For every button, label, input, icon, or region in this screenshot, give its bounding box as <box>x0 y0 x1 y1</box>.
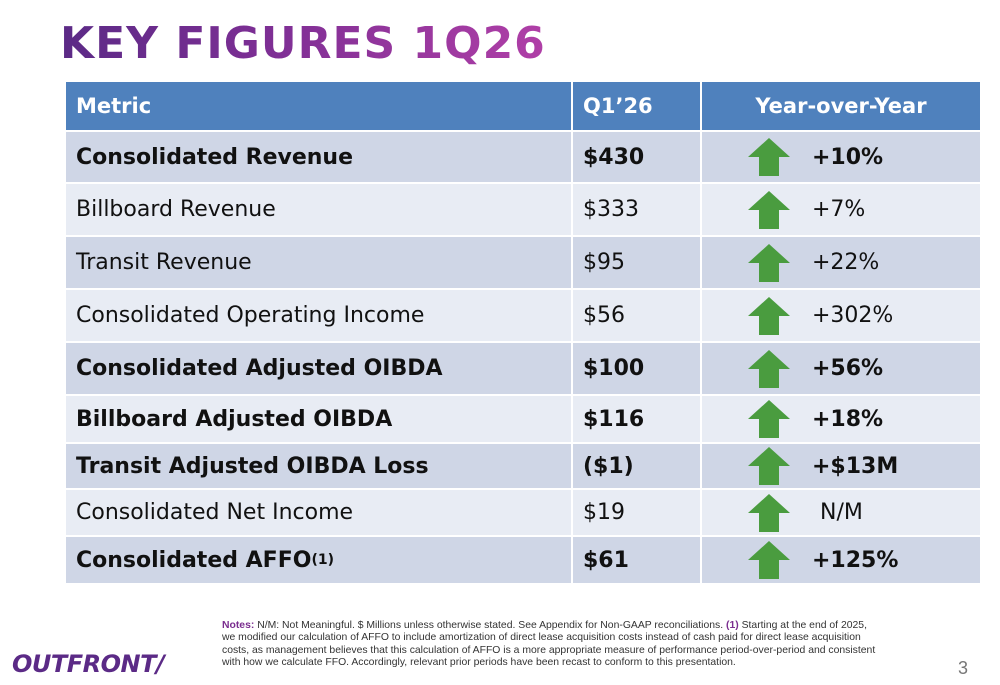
yoy-cell: +302% <box>700 290 980 341</box>
notes-text-after: Starting at the end of 2025, we modified… <box>222 620 876 669</box>
yoy-value: +22% <box>812 250 880 275</box>
notes-footnote-marker: (1) <box>726 620 739 631</box>
yoy-value: +302% <box>812 303 894 328</box>
header-quarter: Q1’26 <box>571 82 700 130</box>
page-number: 3 <box>958 658 969 678</box>
metric-cell: Consolidated Revenue <box>66 132 571 182</box>
yoy-value: +10% <box>812 144 884 170</box>
metric-label: Consolidated Operating Income <box>76 303 425 328</box>
metric-label: Consolidated Net Income <box>76 500 354 525</box>
green-up-arrow-icon <box>748 493 790 532</box>
yoy-value: +$13M <box>812 453 899 479</box>
value-cell: $430 <box>571 132 700 182</box>
value-cell: $95 <box>571 237 700 288</box>
table-row: Billboard Adjusted OIBDA $116 +18% <box>66 394 980 442</box>
metric-superscript: (1) <box>311 552 334 568</box>
table-row: Consolidated AFFO (1) $61 +125% <box>66 535 980 583</box>
green-up-arrow-icon <box>748 190 790 229</box>
green-up-arrow-icon <box>748 243 790 282</box>
yoy-cell: N/M <box>700 490 980 535</box>
value-cell: $100 <box>571 343 700 394</box>
page-title: KEY FIGURES 1Q26 <box>60 18 546 69</box>
yoy-cell: +18% <box>700 396 980 442</box>
yoy-cell: +$13M <box>700 444 980 488</box>
table-row: Transit Revenue $95 +22% <box>66 235 980 288</box>
metric-cell: Consolidated Operating Income <box>66 290 571 341</box>
footnotes: Notes: N/M: Not Meaningful. $ Millions u… <box>222 620 882 670</box>
table-row: Consolidated Revenue $430 +10% <box>66 130 980 182</box>
metric-cell: Billboard Adjusted OIBDA <box>66 396 571 442</box>
value-cell: $116 <box>571 396 700 442</box>
green-up-arrow-icon <box>748 541 790 579</box>
value-cell: $333 <box>571 184 700 235</box>
yoy-cell: +10% <box>700 132 980 182</box>
yoy-value: +125% <box>812 547 899 573</box>
metric-cell: Consolidated Adjusted OIBDA <box>66 343 571 394</box>
metric-label: Consolidated Adjusted OIBDA <box>76 356 443 381</box>
yoy-value: +7% <box>812 197 866 222</box>
metric-cell: Consolidated AFFO (1) <box>66 537 571 583</box>
metric-cell: Transit Revenue <box>66 237 571 288</box>
metric-cell: Consolidated Net Income <box>66 490 571 535</box>
yoy-cell: +7% <box>700 184 980 235</box>
yoy-value: +56% <box>812 356 884 381</box>
green-up-arrow-icon <box>748 400 790 438</box>
notes-label: Notes: <box>222 620 255 631</box>
green-up-arrow-icon <box>748 349 790 388</box>
value-cell: $56 <box>571 290 700 341</box>
header-metric: Metric <box>76 94 152 118</box>
yoy-cell: +56% <box>700 343 980 394</box>
header-yoy: Year-over-Year <box>700 82 980 130</box>
table-row: Consolidated Adjusted OIBDA $100 +56% <box>66 341 980 394</box>
yoy-value: +18% <box>812 406 884 432</box>
metric-cell: Billboard Revenue <box>66 184 571 235</box>
value-cell: $19 <box>571 490 700 535</box>
table-row: Consolidated Operating Income $56 +302% <box>66 288 980 341</box>
yoy-cell: +22% <box>700 237 980 288</box>
notes-text-before: N/M: Not Meaningful. $ Millions unless o… <box>254 620 727 631</box>
key-figures-table: Metric Q1’26 Year-over-Year Consolidated… <box>66 82 980 583</box>
metric-label: Billboard Adjusted OIBDA <box>76 406 393 432</box>
table-body: Consolidated Revenue $430 +10% Billboard Re… <box>66 130 980 583</box>
metric-label: Billboard Revenue <box>76 197 276 222</box>
table-row: Transit Adjusted OIBDA Loss ($1) +$13M <box>66 442 980 488</box>
metric-label: Transit Adjusted OIBDA Loss <box>76 453 429 479</box>
metric-label: Transit Revenue <box>76 250 252 275</box>
yoy-cell: +125% <box>700 537 980 583</box>
value-cell: ($1) <box>571 444 700 488</box>
yoy-value: N/M <box>820 500 863 525</box>
metric-cell: Transit Adjusted OIBDA Loss <box>66 444 571 488</box>
metric-label: Consolidated AFFO <box>76 547 312 573</box>
green-up-arrow-icon <box>748 138 790 176</box>
table-row: Billboard Revenue $333 +7% <box>66 182 980 235</box>
green-up-arrow-icon <box>748 447 790 485</box>
outfront-logo: OUTFRONT/ <box>12 650 165 678</box>
table-row: Consolidated Net Income $19 N/M <box>66 488 980 535</box>
metric-label: Consolidated Revenue <box>76 144 354 170</box>
table-header-row: Metric Q1’26 Year-over-Year <box>66 82 980 130</box>
green-up-arrow-icon <box>748 296 790 335</box>
value-cell: $61 <box>571 537 700 583</box>
